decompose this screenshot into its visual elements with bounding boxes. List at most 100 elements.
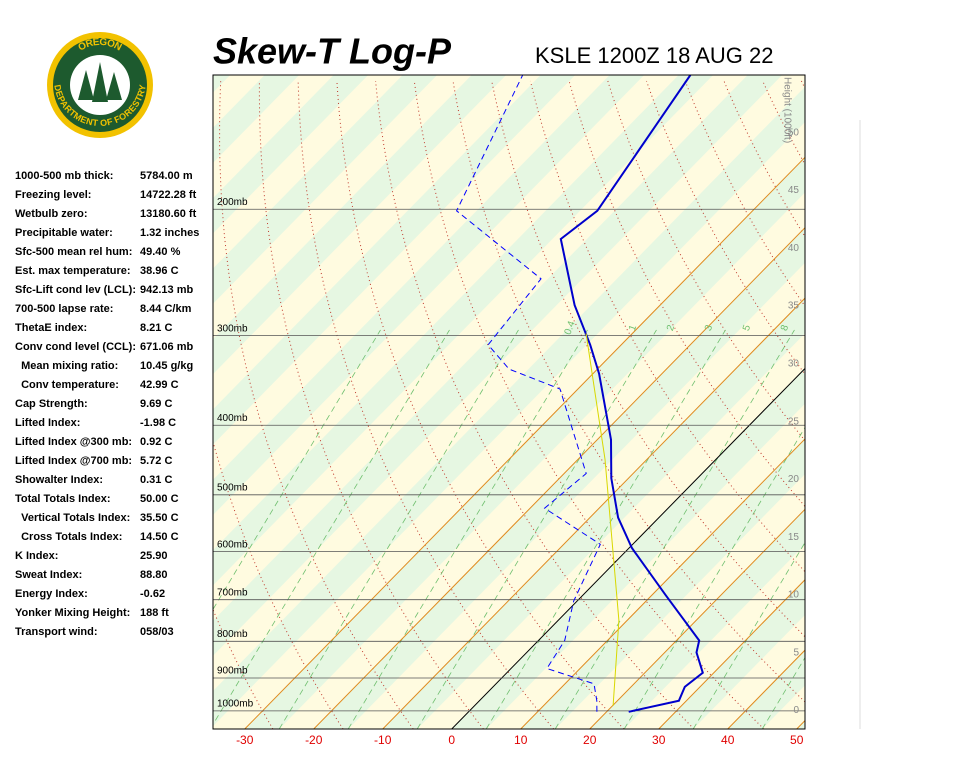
stat-label: Lifted Index: [15,417,80,429]
y2-tick-label: 15 [788,532,800,543]
stat-value: -1.98 C [140,417,176,429]
isotherm [313,226,805,729]
x-tick-label: -20 [305,733,323,747]
isotherm [382,297,805,729]
stat-value: 25.90 [140,550,168,562]
stat-label: Conv cond level (CCL): [15,341,136,353]
x-tick-label: -10 [374,733,392,747]
stat-value: 671.06 mb [140,341,193,353]
stat-label: Energy Index: [15,588,88,600]
stat-label: Vertical Totals Index: [15,512,130,524]
stat-label: Showalter Index: [15,474,103,486]
band [213,86,805,727]
mixing-ratio-label: 0.4 [563,319,578,336]
stat-label: ThetaE index: [15,322,87,334]
chart-title: Skew-T Log-P [213,31,452,72]
stat-label: 700-500 lapse rate: [15,303,113,315]
dry-adiabat [840,81,960,729]
isotherm [589,508,805,729]
stat-value: 14.50 C [140,531,179,543]
y2-tick-label: 20 [788,474,800,485]
moist-guide [554,329,795,729]
profile-line [455,75,601,712]
stat-label: Wetbulb zero: [15,208,88,220]
y-tick-label: 600mb [217,539,248,550]
isotherm [244,156,805,729]
stat-label: Lifted Index @300 mb: [15,436,132,448]
x-tick-label: 40 [721,733,735,747]
mixing-ratio-label: 8 [779,323,791,332]
stat-value: 942.13 mb [140,284,193,296]
stat-value: 188 ft [140,607,169,619]
dry-adiabat [413,80,765,729]
band [213,75,300,163]
logo-top-path: OREGON [76,36,123,53]
moist-guide [347,329,588,729]
dry-adiabat [213,439,344,729]
stat-value: 88.80 [140,569,168,581]
band [213,75,507,375]
dry-adiabat [879,81,960,729]
y-tick-label: 800mb [217,629,248,640]
stat-value: 0.92 C [140,436,172,448]
stat-value: 13180.60 ft [140,208,197,220]
logo-trees [78,62,122,102]
stat-value: -0.62 [140,588,165,600]
stat-label: Sweat Index: [15,569,82,581]
y2-tick-label: 10 [788,590,800,601]
stat-label: 1000-500 mb thick: [15,170,113,182]
dry-adiabat [918,81,960,729]
plot-background [213,75,960,729]
y2-tick-label: 50 [788,127,800,138]
stat-label: Transport wind: [15,626,98,638]
stat-value: 35.50 C [140,512,179,524]
y-tick-label: 1000mb [217,698,254,709]
stat-value: 38.96 C [140,265,179,277]
y2-tick-label: 25 [788,416,800,427]
y-tick-label: 400mb [217,413,248,424]
y-tick-label: 300mb [217,323,248,334]
isotherm [451,367,805,729]
mixing-ratio-label: 5 [741,323,753,332]
y2-tick-label: 45 [788,185,800,196]
moist-guide [213,329,450,726]
y-tick-label: 200mb [217,197,248,208]
profile-line [585,333,620,706]
moist-guide [623,426,805,729]
logo-top-text: OREGON [76,36,123,53]
stat-label: Cap Strength: [15,398,88,410]
y2-tick-label: 30 [788,359,800,370]
band [935,75,960,729]
mixing-ratio-label: 1 [627,323,639,332]
stat-value: 9.69 C [140,398,172,410]
band [213,75,645,515]
dry-adiabat [491,80,805,638]
mixing-ratio-label: 3 [703,323,715,332]
y2-tick-label: 0 [793,705,799,716]
x-tick-label: 10 [514,733,528,747]
stat-label: Precipitable water: [15,227,113,239]
stat-label: Est. max temperature: [15,265,131,277]
y-tick-label: 700mb [217,587,248,598]
isotherm [658,579,805,729]
band [213,75,576,445]
stat-label: Cross Totals Index: [15,531,122,543]
logo: OREGON DEPARTMENT OF FORESTRY [47,32,153,138]
stat-value: 14722.28 ft [140,189,197,201]
stat-value: 50.00 C [140,493,179,505]
stat-value: 49.40 % [140,246,181,258]
stat-label: Sfc-500 mean rel hum: [15,246,132,258]
moist-guide [416,329,657,729]
stat-value: 5784.00 m [140,170,193,182]
stat-value: 8.21 C [140,322,172,334]
y-tick-label: 900mb [217,666,248,677]
dry-adiabat [452,80,805,703]
x-tick-label: 30 [652,733,666,747]
dry-adiabat [568,80,805,508]
stat-label: Freezing level: [15,189,91,201]
dry-adiabat [336,80,625,729]
y2-axis-label: Height (1000ft) [781,77,792,143]
band [213,75,438,304]
